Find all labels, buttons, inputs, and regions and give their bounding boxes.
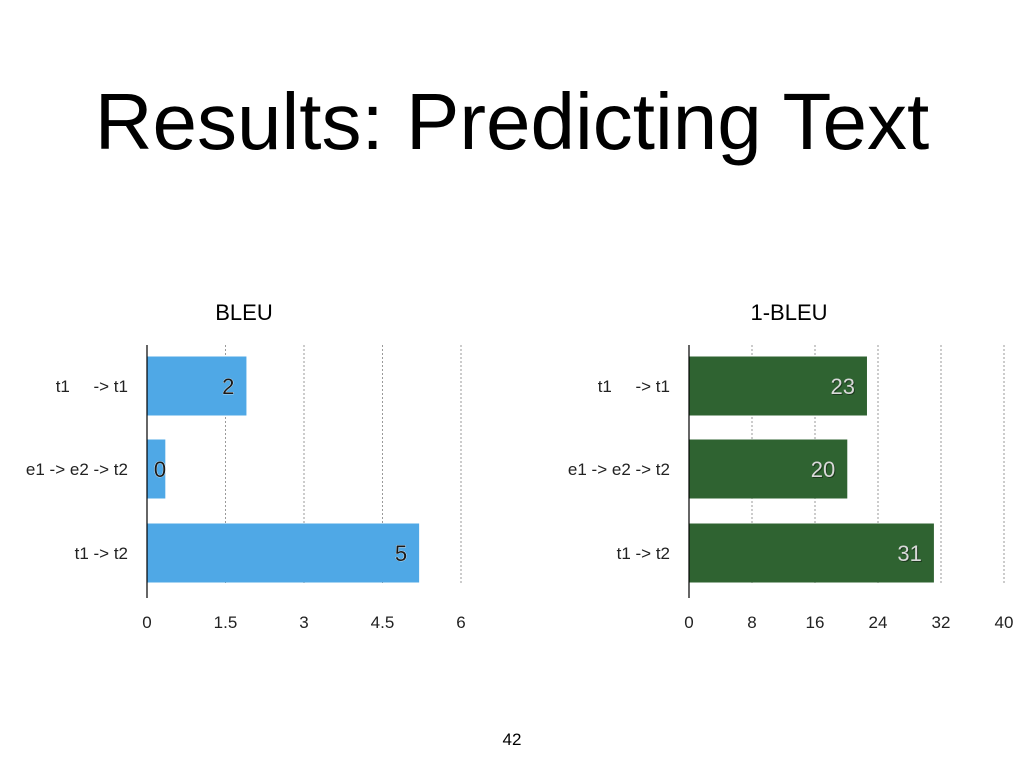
tick-label: 0 <box>142 613 151 632</box>
data-label-shadow: 23 <box>831 375 855 400</box>
page-number: 42 <box>502 730 522 749</box>
tick-label: 0 <box>684 613 693 632</box>
tick-label: 32 <box>932 613 951 632</box>
chart-bleu: BLEU 0 1.5 3 4.5 6 t1 -> t1 2 e1 -> e2 -> t2 0 t1 … <box>26 300 466 632</box>
category-label: e1 -> e2 -> t2 <box>568 460 670 479</box>
chart-title: 1-BLEU <box>750 300 827 325</box>
data-label-shadow: 31 <box>898 542 922 567</box>
tick-label: 24 <box>869 613 888 632</box>
category-label: t1 -> t1 <box>598 377 670 396</box>
tick-label: 8 <box>747 613 756 632</box>
data-label: 20 <box>811 457 835 482</box>
bar <box>147 356 247 416</box>
data-label-shadow: 20 <box>812 458 836 483</box>
category-label: t1 -> t2 <box>617 544 670 563</box>
tick-label: 6 <box>456 613 465 632</box>
tick-label: 16 <box>806 613 825 632</box>
data-label: 2 <box>222 374 234 399</box>
bar <box>689 523 934 583</box>
data-label: 23 <box>830 374 854 399</box>
data-label: 0 <box>154 457 166 482</box>
bar <box>147 523 420 583</box>
category-label: t1 -> t2 <box>75 544 128 563</box>
tick-label: 4.5 <box>371 613 395 632</box>
category-label: t1 -> t1 <box>56 377 128 396</box>
bar <box>689 439 848 499</box>
data-label: 31 <box>897 541 921 566</box>
bar <box>147 439 166 499</box>
tick-label: 3 <box>299 613 308 632</box>
data-label: 5 <box>395 541 407 566</box>
tick-label: 40 <box>995 613 1014 632</box>
chart-title: BLEU <box>215 300 272 325</box>
category-label: e1 -> e2 -> t2 <box>26 460 128 479</box>
tick-label: 1.5 <box>214 613 238 632</box>
bar <box>689 356 867 416</box>
slide-title: Results: Predicting Text <box>94 77 930 166</box>
